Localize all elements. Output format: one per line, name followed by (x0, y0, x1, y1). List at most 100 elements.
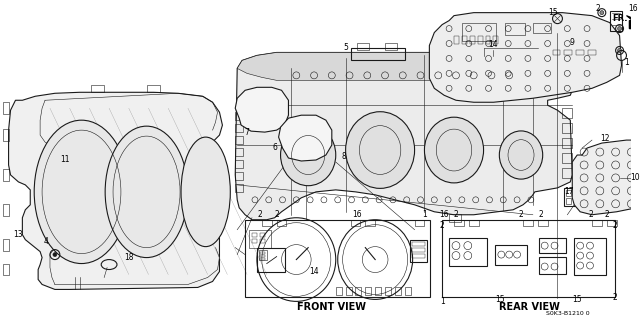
Bar (505, 23, 525, 34)
Bar (252, 233, 257, 237)
Ellipse shape (499, 131, 543, 179)
Bar (365, 287, 371, 295)
Text: 14: 14 (309, 267, 319, 276)
Text: 6: 6 (272, 143, 277, 152)
Bar (257, 248, 285, 271)
Bar (251, 117, 269, 129)
Bar (563, 153, 572, 163)
Bar (412, 241, 426, 246)
Text: 4: 4 (44, 237, 49, 246)
Bar (236, 112, 243, 120)
Bar (236, 160, 243, 168)
Text: 2: 2 (275, 210, 279, 219)
Bar (260, 239, 265, 243)
Bar (454, 35, 459, 43)
Bar (351, 220, 360, 226)
Bar (336, 287, 342, 295)
Text: REAR VIEW: REAR VIEW (499, 302, 561, 312)
Bar (263, 119, 266, 122)
Bar (566, 190, 572, 196)
Bar (253, 119, 256, 122)
Bar (495, 245, 527, 264)
Bar (493, 35, 499, 43)
FancyArrow shape (629, 19, 640, 30)
Bar (523, 220, 533, 226)
Bar (245, 220, 430, 297)
Bar (607, 220, 616, 226)
Text: 1: 1 (440, 297, 445, 306)
Circle shape (600, 11, 604, 15)
Polygon shape (572, 140, 640, 215)
Ellipse shape (346, 112, 415, 189)
Text: 2: 2 (538, 210, 543, 219)
Ellipse shape (280, 124, 336, 186)
Bar (385, 42, 397, 50)
Bar (404, 287, 411, 295)
Bar (552, 50, 561, 56)
Bar (236, 148, 243, 156)
Bar (262, 220, 272, 226)
Text: 15: 15 (572, 295, 582, 304)
Text: 2: 2 (612, 293, 617, 302)
Bar (355, 287, 362, 295)
Text: 9: 9 (570, 38, 575, 47)
Bar (468, 220, 479, 226)
Bar (395, 287, 401, 295)
Ellipse shape (34, 120, 129, 263)
Bar (442, 220, 614, 297)
Bar (259, 249, 267, 260)
Bar (539, 256, 566, 274)
Text: S0K3-B1210 0: S0K3-B1210 0 (545, 311, 589, 316)
Bar (253, 123, 256, 126)
Polygon shape (278, 115, 332, 161)
Bar (252, 239, 257, 243)
Text: 2: 2 (440, 221, 445, 230)
Bar (385, 287, 391, 295)
Bar (454, 220, 464, 226)
Bar (623, 177, 629, 183)
Bar (564, 188, 579, 206)
Bar (588, 50, 596, 56)
Text: 7: 7 (244, 128, 250, 137)
Bar (365, 220, 375, 226)
Text: 16: 16 (439, 210, 449, 219)
Bar (351, 48, 404, 60)
Bar (236, 172, 243, 180)
Bar (470, 35, 475, 43)
Ellipse shape (181, 137, 230, 247)
Polygon shape (237, 52, 570, 80)
Bar (592, 220, 602, 226)
Text: 2: 2 (518, 210, 524, 219)
Text: 2: 2 (595, 4, 600, 13)
Text: 10: 10 (630, 174, 640, 182)
Bar (563, 168, 572, 178)
Bar (236, 184, 243, 192)
Polygon shape (429, 13, 621, 102)
Circle shape (618, 26, 621, 31)
Text: 16: 16 (628, 4, 638, 13)
Text: 2: 2 (612, 221, 617, 230)
Text: 15: 15 (548, 8, 557, 17)
Bar (236, 136, 243, 144)
Text: 15: 15 (495, 295, 505, 304)
Bar (415, 220, 424, 226)
Polygon shape (236, 52, 572, 220)
Text: 11: 11 (60, 155, 70, 165)
Bar (462, 35, 467, 43)
Bar (563, 123, 572, 133)
Bar (258, 123, 261, 126)
Bar (538, 220, 548, 226)
Circle shape (618, 48, 621, 52)
Bar (375, 287, 381, 295)
Polygon shape (236, 87, 289, 132)
Bar (260, 252, 265, 254)
Text: 2: 2 (454, 210, 458, 219)
Polygon shape (8, 92, 223, 289)
Text: 5: 5 (343, 43, 348, 52)
Bar (563, 138, 572, 148)
Bar (412, 254, 426, 257)
Bar (249, 230, 271, 248)
Text: FR.: FR. (612, 14, 627, 23)
Bar (258, 119, 261, 122)
Bar (564, 50, 572, 56)
